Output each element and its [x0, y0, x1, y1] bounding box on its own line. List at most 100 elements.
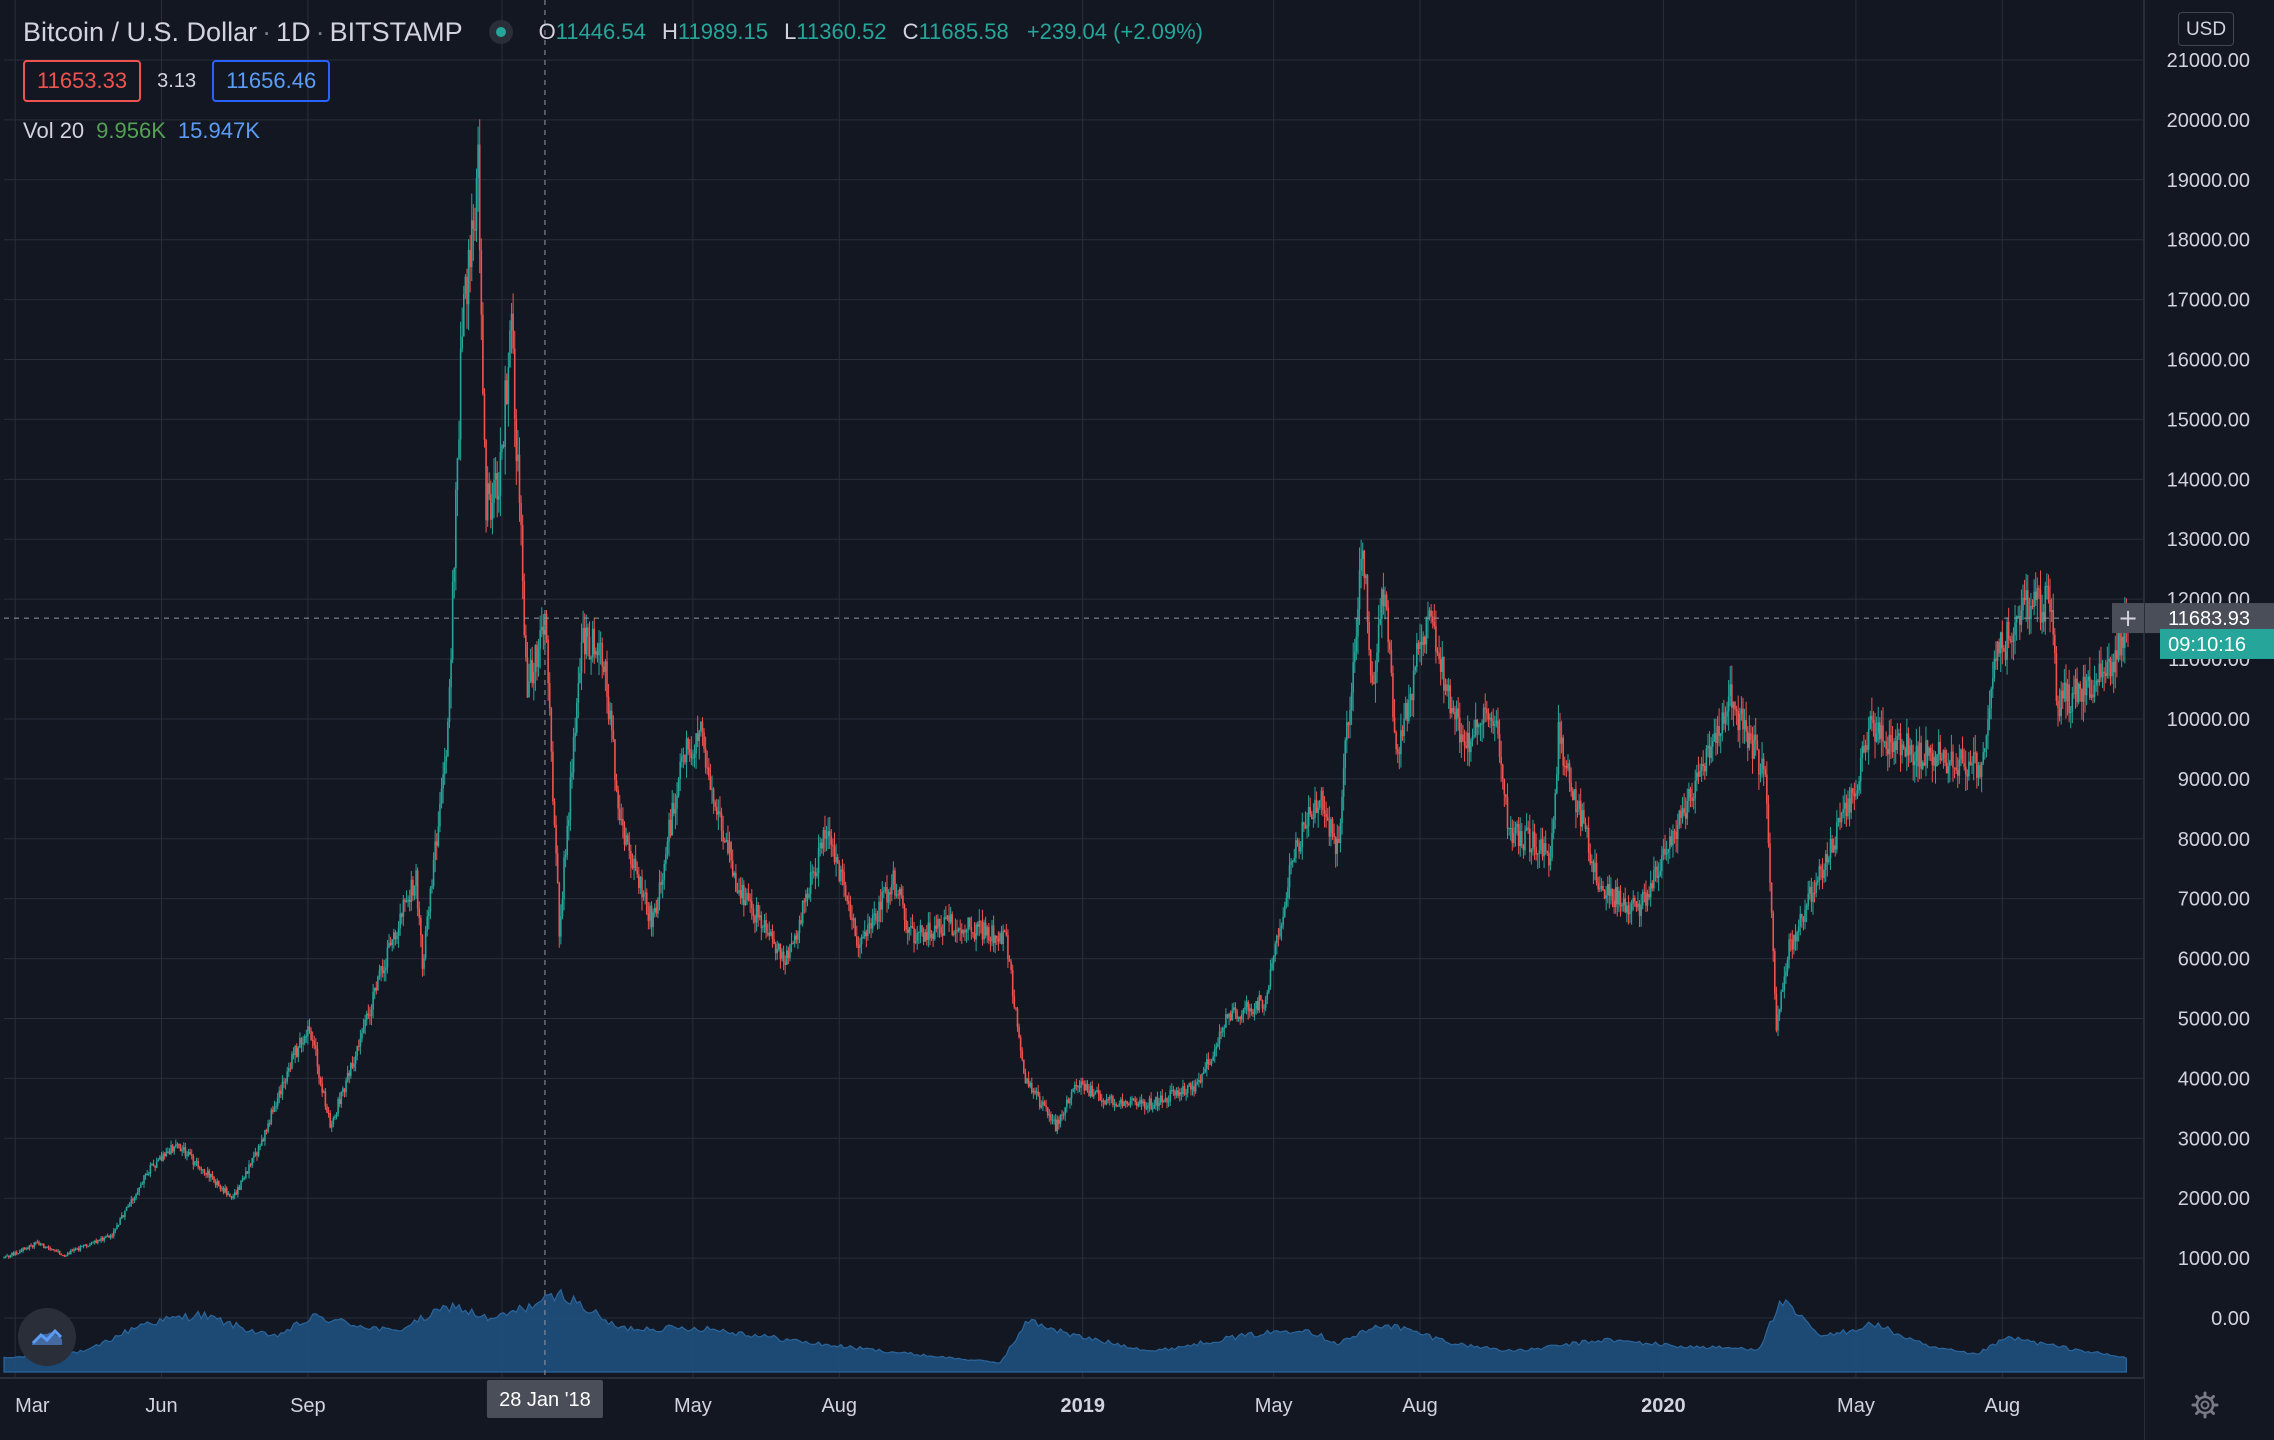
- candle: [673, 793, 675, 817]
- candle-body: [442, 774, 444, 789]
- candle: [819, 837, 821, 857]
- candle-body: [1541, 839, 1544, 857]
- candle: [1576, 800, 1579, 818]
- candle: [1099, 1090, 1102, 1101]
- candle-body: [334, 1116, 336, 1119]
- gear-icon[interactable]: [2188, 1388, 2222, 1422]
- candle-body: [421, 935, 424, 969]
- symbol-legend[interactable]: Bitcoin / U.S. Dollar · 1D · BITSTAMP O1…: [23, 14, 1203, 50]
- candle-body: [2071, 693, 2074, 712]
- candle-body: [1064, 1107, 1067, 1115]
- candle-body: [1675, 831, 1677, 840]
- candle-body: [1653, 869, 1655, 889]
- candle: [604, 659, 607, 691]
- candle: [1008, 955, 1011, 962]
- candle: [1902, 741, 1905, 751]
- candle: [1414, 665, 1417, 675]
- candle: [978, 909, 981, 937]
- candle-body: [219, 1186, 222, 1190]
- candle: [1562, 734, 1564, 776]
- candle-body: [330, 1123, 333, 1128]
- volume-ma-value: 15.947K: [177, 118, 260, 143]
- candle: [466, 268, 468, 329]
- candle: [1016, 1006, 1019, 1032]
- candle-body: [617, 789, 619, 809]
- candle-body: [1486, 708, 1488, 714]
- candle-body: [1183, 1086, 1186, 1095]
- sell-price-button[interactable]: 11653.33: [23, 60, 142, 102]
- price-tick-label: 7000.00: [2178, 889, 2250, 911]
- candle-body: [521, 525, 524, 581]
- candle: [1734, 700, 1736, 716]
- currency-button[interactable]: USD: [2178, 12, 2234, 46]
- market-status-icon[interactable]: [488, 20, 513, 44]
- candle-body: [354, 1055, 357, 1064]
- candle: [65, 1254, 67, 1257]
- candle-body: [114, 1228, 117, 1231]
- candle-body: [1069, 1098, 1071, 1104]
- candle-body: [1260, 995, 1262, 1001]
- candle-body: [1102, 1100, 1105, 1102]
- candle-body: [653, 907, 656, 913]
- candle: [906, 921, 909, 945]
- candle: [1400, 713, 1402, 768]
- candle-body: [459, 348, 462, 440]
- candle-body: [27, 1248, 29, 1250]
- candle-body: [1451, 707, 1453, 714]
- candle-body: [1851, 788, 1854, 793]
- candle: [940, 915, 942, 937]
- volume-indicator-name[interactable]: Vol 20: [23, 118, 85, 143]
- candle-body: [1056, 1119, 1059, 1132]
- candle-body: [1128, 1104, 1130, 1106]
- candle: [1530, 848, 1533, 865]
- candle: [1091, 1080, 1094, 1098]
- candle-body: [925, 932, 928, 941]
- candle-body: [1802, 918, 1805, 922]
- candle-body: [609, 710, 611, 720]
- candle: [1298, 838, 1300, 860]
- candle-body: [623, 825, 626, 845]
- candle-body: [2084, 676, 2086, 696]
- interval-label[interactable]: 1D: [276, 16, 311, 47]
- candle-body: [267, 1123, 269, 1132]
- candle: [2055, 645, 2058, 706]
- candle: [1186, 1084, 1189, 1098]
- tradingview-cloud-icon[interactable]: [18, 1308, 76, 1366]
- candle: [2019, 605, 2021, 640]
- candle: [1718, 708, 1720, 747]
- candle-body: [1605, 895, 1607, 899]
- candle: [1824, 850, 1827, 882]
- candle-body: [1058, 1119, 1060, 1124]
- candle: [1856, 784, 1859, 800]
- candle: [375, 981, 378, 995]
- candle: [1657, 862, 1660, 891]
- candle-body: [992, 925, 995, 944]
- candle-body: [303, 1036, 306, 1043]
- candle-body: [2096, 680, 2099, 683]
- candle-body: [252, 1155, 255, 1158]
- volume-legend[interactable]: Vol 20 9.956K 15.947K: [23, 116, 260, 146]
- candle-body: [540, 626, 543, 631]
- candle: [625, 827, 627, 847]
- candle-body: [1521, 831, 1523, 847]
- candle: [1131, 1095, 1133, 1106]
- candle: [1061, 1110, 1063, 1121]
- candle-body: [1013, 996, 1016, 1008]
- candle: [77, 1246, 80, 1252]
- candle-body: [595, 651, 597, 655]
- candle: [302, 1036, 304, 1052]
- candle: [1382, 572, 1385, 615]
- candle-body: [1029, 1083, 1032, 1087]
- buy-price-button[interactable]: 11656.46: [212, 60, 331, 102]
- candle: [512, 293, 514, 354]
- candle: [63, 1254, 66, 1258]
- symbol-name[interactable]: Bitcoin / U.S. Dollar: [23, 16, 258, 47]
- candle-body: [733, 872, 736, 876]
- candle: [1263, 1004, 1265, 1016]
- candle-body: [1902, 744, 1905, 749]
- candle: [1950, 734, 1953, 766]
- candle-body: [905, 920, 907, 930]
- candle-body: [604, 661, 607, 672]
- candle: [162, 1151, 164, 1162]
